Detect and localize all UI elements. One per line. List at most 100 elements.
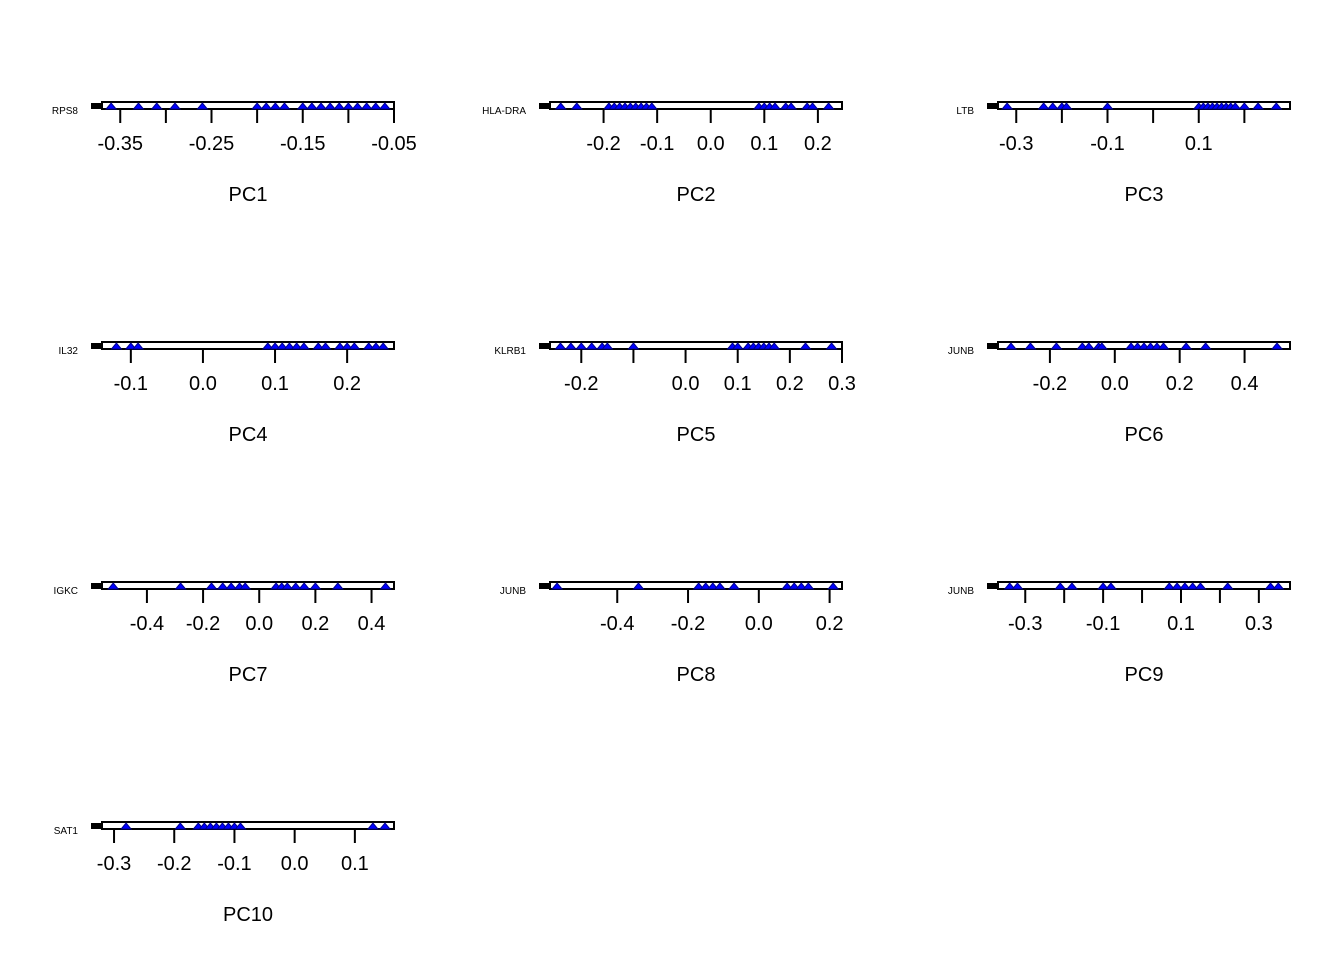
x-tick-label: 0.1 <box>1185 133 1213 155</box>
data-point <box>366 822 379 830</box>
data-point <box>795 582 808 590</box>
x-tick-label: 0.3 <box>1245 613 1273 635</box>
x-tick-label: 0.0 <box>697 133 725 155</box>
data-point <box>575 342 588 350</box>
data-point <box>260 102 273 110</box>
x-axis-title: PC2 <box>677 184 716 206</box>
x-tick-label: 0.2 <box>301 613 329 635</box>
data-point <box>1024 342 1037 350</box>
x-tick-label: -0.1 <box>1090 133 1124 155</box>
panel-pc7: IGKC -0.4 -0.2 0.0 0.2 0.4 PC7 <box>54 581 395 686</box>
x-tick-label: 0.2 <box>816 613 844 635</box>
gene-label: IGKC <box>54 586 78 597</box>
data-point <box>627 342 640 350</box>
gene-label: IL32 <box>59 346 79 357</box>
data-point <box>278 102 291 110</box>
panel-pc8: JUNB -0.4 -0.2 0.0 0.2 PC8 <box>500 581 844 686</box>
data-point <box>781 582 794 590</box>
data-point <box>205 582 218 590</box>
data-point <box>1050 342 1063 350</box>
data-point <box>1251 102 1265 110</box>
data-point <box>107 582 120 590</box>
data-point <box>281 582 294 590</box>
data-point <box>168 102 182 110</box>
x-tick-label: -0.1 <box>640 133 674 155</box>
gene-label: JUNB <box>500 586 526 597</box>
data-point <box>283 342 296 350</box>
x-tick-label: 0.2 <box>804 133 832 155</box>
x-tick-label: 0.0 <box>245 613 273 635</box>
panel-pc3: LTB -0.3 -0.1 0.1 PC3 <box>956 101 1291 206</box>
data-point <box>1065 582 1079 590</box>
data-point <box>570 102 583 110</box>
data-point <box>377 342 390 350</box>
data-point <box>785 102 798 110</box>
data-point <box>131 342 145 350</box>
x-axis-title: PC4 <box>229 424 268 446</box>
x-tick-label: -0.2 <box>564 373 598 395</box>
plot-box <box>101 821 395 830</box>
x-axis-title: PC3 <box>1125 184 1164 206</box>
data-point <box>1272 582 1285 590</box>
data-point <box>1186 582 1199 590</box>
data-point <box>269 102 282 110</box>
data-point <box>706 582 719 590</box>
plot-box <box>997 581 1291 590</box>
x-tick-label: -0.4 <box>600 613 634 635</box>
data-point <box>276 342 289 350</box>
label-bar <box>91 343 102 349</box>
x-tick-label: 0.1 <box>750 133 778 155</box>
data-point <box>822 102 835 110</box>
data-point <box>1011 582 1024 590</box>
data-point <box>289 582 302 590</box>
gene-label: LTB <box>956 106 974 117</box>
x-tick-label: -0.05 <box>371 133 417 155</box>
data-point <box>360 102 373 110</box>
x-tick-label: 0.4 <box>358 613 386 635</box>
data-point <box>378 102 391 110</box>
x-axis-title: PC9 <box>1125 664 1164 686</box>
data-point <box>554 102 567 110</box>
data-point <box>319 342 332 350</box>
gene-label: JUNB <box>948 586 974 597</box>
data-point <box>699 582 712 590</box>
x-tick-label: 0.2 <box>1166 373 1194 395</box>
x-tick-label: 0.4 <box>1231 373 1259 395</box>
panel-pc10: SAT1 -0.3 -0.2 -0.1 0.0 0.1 PC10 <box>54 821 395 926</box>
data-point <box>296 102 309 110</box>
data-point <box>234 822 247 830</box>
x-tick-label: 0.0 <box>281 853 309 875</box>
x-tick-label: 0.1 <box>724 373 752 395</box>
label-bar <box>987 343 998 349</box>
data-point <box>333 102 346 110</box>
data-point <box>727 582 741 590</box>
data-point <box>261 342 274 350</box>
data-point <box>1054 582 1067 590</box>
data-point <box>1194 582 1207 590</box>
x-axis-title: PC6 <box>1125 424 1164 446</box>
x-tick-label: 0.1 <box>1167 613 1195 635</box>
x-tick-label: 0.0 <box>189 373 217 395</box>
data-point <box>1199 342 1212 350</box>
gene-label: JUNB <box>948 346 974 357</box>
x-tick-label: -0.15 <box>280 133 326 155</box>
panel-pc6: JUNB -0.2 0.0 0.2 0.4 PC6 <box>948 341 1291 446</box>
gene-label: HLA-DRA <box>482 106 526 117</box>
x-tick-label: -0.2 <box>157 853 191 875</box>
data-point <box>1095 342 1108 350</box>
panel-pc1: RPS8 -0.35 -0.25 -0.15 -0.05 PC1 <box>52 101 417 206</box>
data-point <box>1003 582 1016 590</box>
x-tick-label: 0.1 <box>261 373 289 395</box>
data-point <box>1171 582 1184 590</box>
x-tick-label: 0.2 <box>333 373 361 395</box>
data-point <box>1104 582 1117 590</box>
data-point <box>551 582 564 590</box>
x-axis-title: PC1 <box>229 184 268 206</box>
x-tick-label: 0.0 <box>1101 373 1129 395</box>
x-tick-label: 0.3 <box>828 373 856 395</box>
data-point <box>312 342 325 350</box>
data-point <box>298 582 311 590</box>
x-tick-label: -0.3 <box>97 853 131 875</box>
x-tick-label: 0.0 <box>745 613 773 635</box>
x-tick-label: -0.4 <box>130 613 164 635</box>
